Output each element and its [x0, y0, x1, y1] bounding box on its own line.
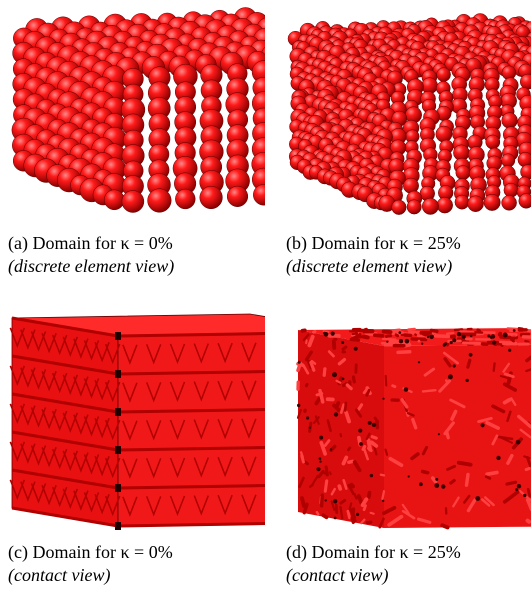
- cube-render-c: [9, 313, 265, 530]
- cube-render-b: [287, 13, 531, 215]
- caption-d-sub: (contact view): [286, 565, 389, 585]
- caption-a-label: (a) Domain for: [8, 233, 116, 253]
- caption-c: (c) Domain for κ = 0% (contact view): [8, 541, 173, 587]
- contact-network: [9, 313, 265, 530]
- figure-a-discrete-element-kappa-0: [0, 0, 265, 225]
- figure-c-contact-kappa-0: [0, 308, 265, 533]
- figure-d-contact-kappa-25: [284, 308, 531, 533]
- caption-c-kappa: κ = 0%: [120, 542, 173, 562]
- caption-d: (d) Domain for κ = 25% (contact view): [286, 541, 461, 587]
- caption-b-label: (b) Domain for: [286, 233, 395, 253]
- caption-b: (b) Domain for κ = 25% (discrete element…: [286, 232, 461, 278]
- caption-a: (a) Domain for κ = 0% (discrete element …: [8, 232, 174, 278]
- contact-network: [296, 326, 531, 530]
- caption-b-kappa: κ = 25%: [399, 233, 461, 253]
- cube-render-d: [296, 326, 531, 530]
- caption-a-sub: (discrete element view): [8, 256, 175, 276]
- caption-d-label: (d) Domain for: [286, 542, 395, 562]
- sphere-cluster: [11, 7, 265, 213]
- caption-a-kappa: κ = 0%: [120, 233, 173, 253]
- caption-b-sub: (discrete element view): [286, 256, 453, 276]
- figure-b-discrete-element-kappa-25: [284, 0, 531, 225]
- sphere-cluster: [287, 13, 531, 215]
- caption-d-kappa: κ = 25%: [399, 542, 461, 562]
- cube-render-a: [11, 7, 265, 213]
- caption-c-label: (c) Domain for: [8, 542, 116, 562]
- caption-c-sub: (contact view): [8, 565, 111, 585]
